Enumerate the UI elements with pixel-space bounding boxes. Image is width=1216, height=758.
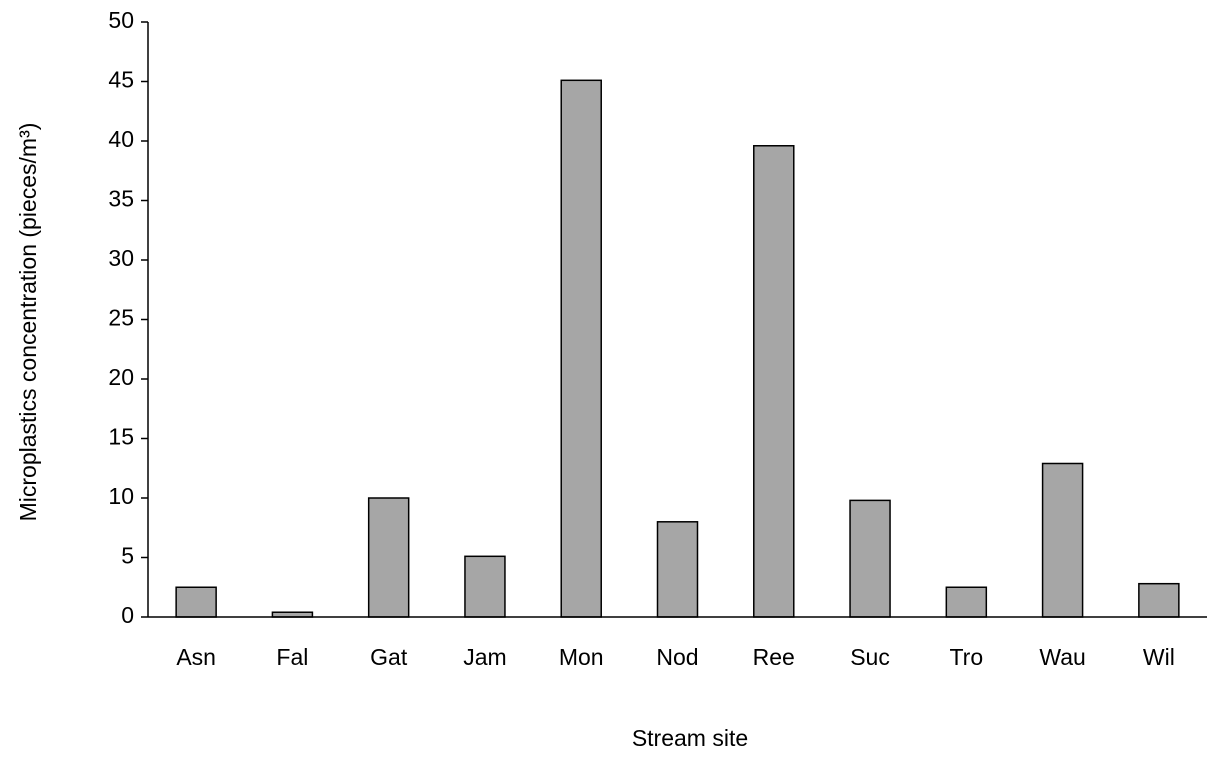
bar <box>849 499 891 618</box>
bar <box>464 555 506 618</box>
x-tick-label: Mon <box>559 644 604 670</box>
y-tick-label: 10 <box>108 483 134 509</box>
x-tick-label: Asn <box>176 644 216 670</box>
x-tick-label: Fal <box>276 644 308 670</box>
x-tick-label: Wil <box>1143 644 1175 670</box>
bar <box>656 521 699 618</box>
bar <box>560 79 602 618</box>
bar <box>945 586 988 618</box>
x-tick-label: Gat <box>370 644 408 670</box>
bar <box>1041 462 1084 618</box>
x-axis-label: Stream site <box>632 725 748 751</box>
y-tick-label: 0 <box>121 602 134 628</box>
x-tick-label: Jam <box>463 644 506 670</box>
bar <box>367 497 410 618</box>
y-tick-label: 20 <box>108 364 134 390</box>
x-tick-label: Tro <box>949 644 983 670</box>
x-tick-label: Suc <box>850 644 890 670</box>
x-tick-label: Wau <box>1039 644 1085 670</box>
bar <box>1138 582 1180 618</box>
bar <box>753 145 795 618</box>
y-tick-label: 5 <box>121 543 134 569</box>
y-tick-label: 35 <box>108 186 134 212</box>
x-tick-label: Ree <box>753 644 795 670</box>
y-tick-label: 15 <box>108 424 134 450</box>
y-axis-label: Microplastics concentration (pieces/m³) <box>15 123 41 522</box>
bar <box>175 586 217 618</box>
y-tick-label: 45 <box>108 67 134 93</box>
y-tick-label: 40 <box>108 126 134 152</box>
y-tick-label: 30 <box>108 245 134 271</box>
y-tick-label: 50 <box>108 7 134 33</box>
y-tick-label: 25 <box>108 305 134 331</box>
x-tick-label: Nod <box>656 644 698 670</box>
